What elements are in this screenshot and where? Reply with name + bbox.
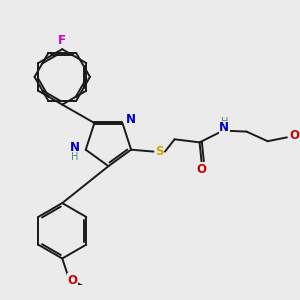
Text: H: H (71, 152, 79, 162)
Text: N: N (70, 141, 80, 154)
Text: F: F (58, 34, 66, 47)
Text: N: N (219, 121, 229, 134)
Text: O: O (196, 163, 206, 176)
Text: O: O (68, 274, 78, 287)
Text: O: O (290, 129, 300, 142)
Text: H: H (220, 117, 228, 128)
Text: S: S (155, 145, 164, 158)
Text: N: N (126, 113, 136, 126)
